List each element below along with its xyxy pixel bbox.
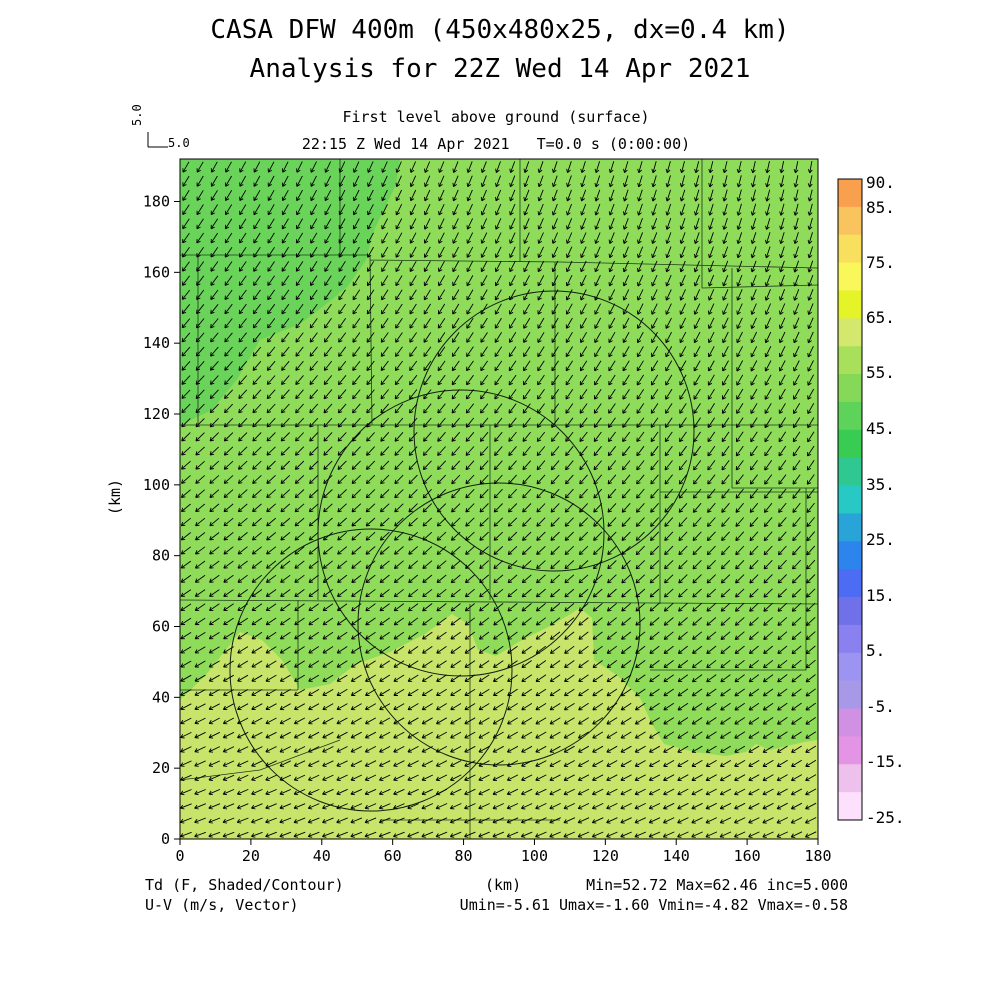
plot-frame: [179, 158, 819, 840]
reference-vector-label-horizontal: 5.0: [168, 136, 190, 150]
colorbar: 90. 85. 75. 65. 55. 45. 35. 25. 15. 5. -5. -15. -25.: [837, 173, 905, 827]
y-tick-label: 60: [152, 618, 170, 636]
colorbar-swatch: [838, 290, 862, 319]
colorbar-swatch: [838, 792, 862, 821]
x-tick-label: 100: [521, 847, 548, 865]
x-tick-label: 40: [313, 847, 331, 865]
y-tick-label: 140: [143, 334, 170, 352]
colorbar-swatch: [838, 708, 862, 737]
colorbar-swatch: [838, 206, 862, 236]
x-tick-label: 0: [175, 847, 184, 865]
chart-subtitle-time: 22:15 Z Wed 14 Apr 2021 T=0.0 s (0:00:00…: [301, 135, 691, 153]
y-tick-label: 20: [152, 759, 170, 777]
footer-variable-label: Td (F, Shaded/Contour): [145, 876, 344, 894]
colorbar-swatch: [838, 597, 862, 626]
colorbar-swatch: [838, 429, 862, 459]
colorbar-label: -5.: [866, 697, 895, 716]
colorbar-label: 5.: [866, 641, 885, 660]
y-axis: 0 20 40 60 80 100 120 140 160 180: [143, 193, 180, 848]
x-axis-label: (km): [485, 876, 522, 894]
colorbar-label: 25.: [866, 530, 895, 549]
colorbar-swatch: [838, 680, 862, 710]
colorbar-swatch: [838, 234, 862, 264]
x-tick-label: 20: [242, 847, 260, 865]
y-tick-label: 180: [143, 193, 170, 211]
y-tick-label: 120: [143, 405, 170, 423]
colorbar-swatch: [838, 346, 862, 375]
colorbar-swatch: [838, 541, 862, 570]
y-tick-label: 80: [152, 547, 170, 565]
footer-min-max: Min=52.72 Max=62.46 inc=5.000: [586, 876, 848, 894]
y-tick-label: 0: [161, 830, 170, 848]
colorbar-label: 45.: [866, 419, 895, 438]
x-tick-label: 80: [455, 847, 473, 865]
colorbar-swatch: [838, 736, 862, 765]
colorbar-swatch: [838, 652, 862, 682]
shaded-field: [180, 159, 818, 839]
field-band-45-50: [180, 159, 400, 425]
x-tick-label: 140: [663, 847, 690, 865]
y-tick-label: 40: [152, 688, 170, 706]
colorbar-swatch: [838, 262, 862, 291]
colorbar-swatch: [838, 401, 862, 431]
wind-vectors: [180, 161, 817, 838]
chart-title-line2: Analysis for 22Z Wed 14 Apr 2021: [249, 54, 751, 84]
colorbar-label: -15.: [866, 752, 905, 771]
colorbar-swatch: [838, 318, 862, 347]
y-tick-label: 100: [143, 476, 170, 494]
colorbar-label: 90.: [866, 173, 895, 192]
chart-title-line1: CASA DFW 400m (450x480x25, dx=0.4 km): [210, 15, 790, 45]
colorbar-swatch: [838, 513, 862, 542]
x-tick-label: 60: [384, 847, 402, 865]
colorbar-swatch: [838, 457, 862, 487]
colorbar-swatch: [838, 764, 862, 793]
y-axis-label: (km): [106, 479, 124, 515]
colorbar-swatch: [838, 374, 862, 403]
colorbar-label: 75.: [866, 253, 895, 272]
colorbar-label: 65.: [866, 308, 895, 327]
colorbar-label: 35.: [866, 475, 895, 494]
colorbar-label: -25.: [866, 808, 905, 827]
colorbar-swatch: [838, 569, 862, 598]
colorbar-label: 15.: [866, 586, 895, 605]
colorbar-swatch: [838, 179, 862, 208]
wind-vector-arrows: [180, 161, 817, 838]
footer-vector-label: U-V (m/s, Vector): [145, 896, 299, 914]
colorbar-swatch: [838, 485, 862, 514]
y-tick-label: 160: [143, 263, 170, 281]
chart-subtitle-level: First level above ground (surface): [342, 108, 650, 126]
reference-vector-icon: [147, 132, 168, 148]
x-axis: 0 20 40 60 80 100 120 140 160 180: [175, 839, 832, 865]
x-tick-label: 160: [734, 847, 761, 865]
colorbar-frame: [837, 178, 863, 821]
footer-uv-range: Umin=-5.61 Umax=-1.60 Vmin=-4.82 Vmax=-0…: [459, 896, 848, 914]
x-tick-label: 120: [592, 847, 619, 865]
colorbar-label: 85.: [866, 198, 895, 217]
field-band-55-60: [180, 608, 818, 839]
colorbar-label: 55.: [866, 363, 895, 382]
colorbar-swatch: [838, 624, 862, 654]
x-tick-label: 180: [804, 847, 831, 865]
